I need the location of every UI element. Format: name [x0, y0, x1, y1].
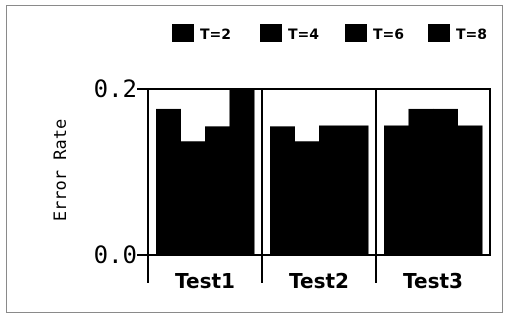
- category-labels: Test1 Test2 Test3: [175, 269, 463, 293]
- bar: [294, 141, 320, 255]
- bar: [408, 108, 434, 255]
- bars: [156, 89, 483, 256]
- legend: T=2 T=4 T=6 T=8: [172, 24, 487, 43]
- y-tick-label: 0.0: [94, 241, 137, 269]
- legend-swatch: [172, 24, 194, 42]
- y-axis-label: Error Rate: [51, 119, 71, 221]
- bar: [156, 108, 181, 255]
- legend-label: T=8: [456, 27, 487, 43]
- bar: [319, 125, 344, 256]
- bar: [433, 108, 458, 255]
- bar: [457, 125, 483, 256]
- legend-label: T=2: [200, 27, 231, 43]
- legend-swatch: [428, 24, 450, 42]
- legend-label: T=4: [288, 27, 319, 43]
- category-label: Test1: [175, 269, 235, 293]
- plot-frame: [147, 88, 491, 256]
- y-axis-ticks: 0.0 0.2: [94, 75, 148, 269]
- y-tick-label: 0.2: [94, 75, 137, 103]
- bar: [205, 126, 230, 255]
- bar: [180, 141, 206, 255]
- bar: [270, 126, 295, 255]
- category-label: Test3: [403, 269, 463, 293]
- bar: [343, 125, 369, 256]
- legend-swatch: [345, 24, 367, 42]
- bar: [384, 125, 409, 256]
- category-label: Test2: [289, 269, 349, 293]
- legend-swatch: [260, 24, 282, 42]
- axes: [147, 88, 491, 283]
- bar: [229, 89, 255, 255]
- legend-label: T=6: [373, 27, 404, 43]
